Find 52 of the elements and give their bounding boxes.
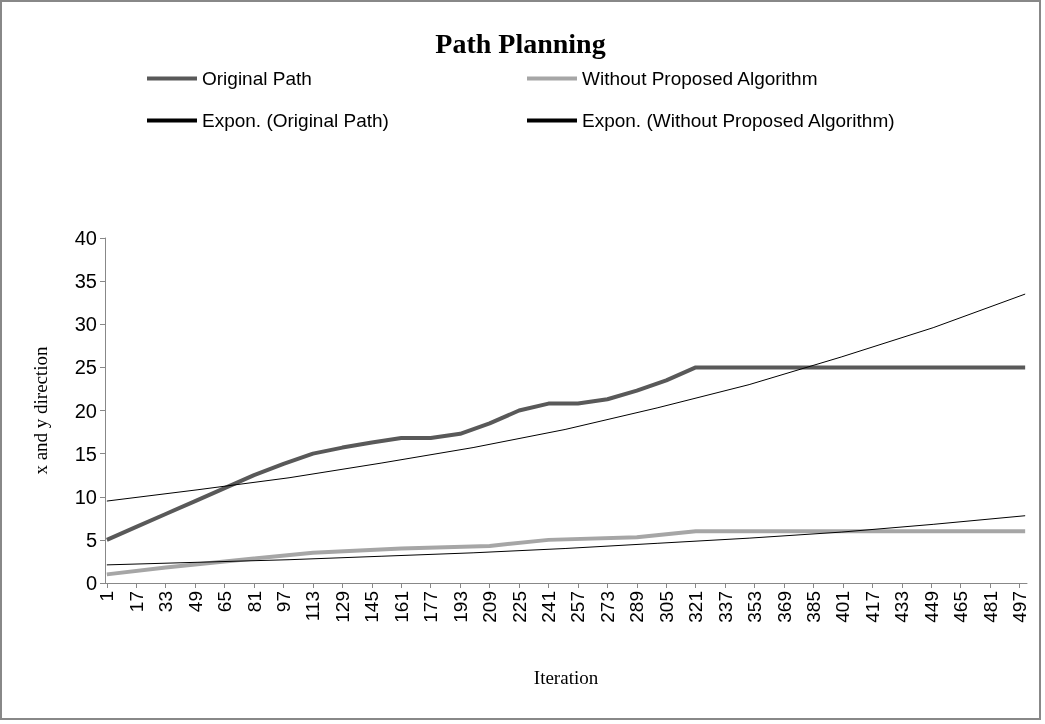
x-tick-label: 1: [96, 591, 118, 602]
x-tick-label: 225: [508, 591, 530, 623]
x-tick-label: 449: [920, 591, 942, 623]
x-tick-label: 497: [1009, 591, 1031, 623]
x-axis-title: Iteration: [533, 667, 599, 688]
x-tick-label: 209: [479, 591, 501, 623]
x-tick-label: 97: [273, 591, 295, 613]
x-tick-label: 353: [744, 591, 766, 623]
x-tick-label: 417: [861, 591, 883, 623]
y-axis-title: x and y direction: [30, 345, 51, 475]
x-tick-label: 385: [803, 591, 825, 623]
y-tick-label: 20: [74, 399, 97, 422]
y-tick-label: 5: [85, 528, 97, 551]
x-tick-label: 465: [950, 591, 972, 623]
y-tick-label: 25: [74, 356, 97, 379]
x-tick-label: 337: [714, 591, 736, 623]
line-series: [104, 365, 1028, 542]
x-tick-label: 401: [832, 591, 854, 623]
x-tick-label: 321: [685, 591, 707, 623]
line-series: [106, 293, 1026, 502]
x-tick-label: 369: [773, 591, 795, 623]
x-tick-label: 257: [567, 591, 589, 623]
x-tick-label: 129: [331, 591, 353, 623]
y-tick-label: 35: [74, 270, 97, 293]
y-tick-label: 10: [74, 485, 97, 508]
line-series: [104, 529, 1028, 577]
x-tick-label: 65: [214, 591, 236, 613]
y-tick-label: 30: [74, 313, 97, 336]
x-tick-label: 33: [155, 591, 177, 613]
legend-label: Expon. (Original Path): [202, 110, 389, 131]
y-tick-label: 40: [74, 227, 97, 249]
legend-label: Expon. (Without Proposed Algorithm): [582, 110, 895, 131]
x-tick-label: 193: [449, 591, 471, 623]
x-tick-label: 113: [302, 591, 324, 622]
x-tick-label: 17: [125, 591, 147, 613]
x-tick-label: 433: [891, 591, 913, 623]
x-tick-label: 481: [979, 591, 1001, 623]
x-tick-label: 273: [596, 591, 618, 623]
x-tick-label: 241: [538, 591, 560, 623]
x-tick-label: 145: [361, 591, 383, 623]
legend-label: Without Proposed Algorithm: [582, 68, 818, 89]
chart-title: Path Planning: [435, 27, 606, 59]
x-tick-label: 49: [184, 591, 206, 613]
line-series: [106, 515, 1026, 566]
x-tick-label: 305: [655, 591, 677, 623]
x-tick-label: 81: [243, 591, 265, 613]
y-tick-label: 15: [74, 442, 97, 465]
x-tick-label: 289: [626, 591, 648, 623]
x-tick-label: 177: [420, 591, 442, 623]
x-tick-label: 161: [390, 591, 412, 623]
y-tick-label: 0: [85, 572, 97, 594]
legend-label: Original Path: [202, 68, 312, 89]
